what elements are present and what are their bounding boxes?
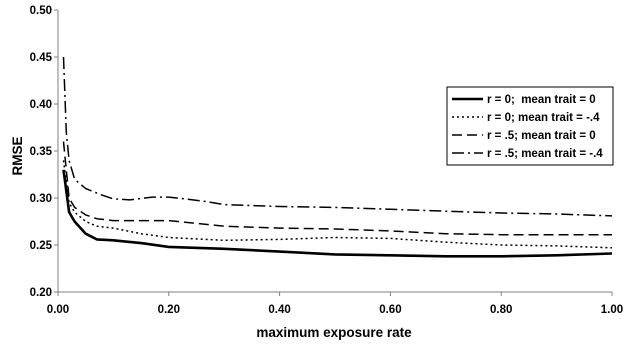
series-line-3 [62, 141, 612, 236]
legend-label-4: r = .5; mean trait = -.4 [487, 148, 603, 160]
chart-axes: 0.20 0.25 0.30 0.35 0.40 0.45 0.50 0.00 0.20 0.40… [30, 5, 624, 316]
y-tick-label: 0.45 [30, 52, 53, 64]
x-tick-label: 0.40 [268, 304, 290, 316]
series-line-4 [62, 56, 613, 217]
y-tick-label: 0.30 [30, 193, 52, 205]
legend-label-3: r = .5; mean trait = 0 [487, 130, 596, 142]
y-tick-label: 0.40 [30, 99, 52, 111]
y-tick-label: 0.50 [30, 5, 52, 17]
x-tick-label: 0.80 [490, 304, 512, 316]
y-tick-label: 0.25 [30, 240, 53, 252]
legend-label-2: r = 0; mean trait = -.4 [487, 112, 600, 124]
legend: r = 0; mean trait = 0 r = 0; mean trait =… [446, 86, 614, 166]
x-axis-title: maximum exposure rate [256, 325, 412, 340]
y-tick-label: 0.20 [30, 287, 52, 299]
series-line-2 [62, 160, 613, 249]
x-tick-label: 0.60 [379, 304, 401, 316]
legend-label-1: r = 0; mean trait = 0 [487, 94, 596, 106]
y-axis-title: RMSE [10, 136, 25, 175]
x-tick-label: 1.00 [601, 304, 623, 316]
series-layer [62, 56, 613, 258]
x-tick-label: 0.20 [158, 304, 180, 316]
y-tick-label: 0.35 [30, 146, 53, 158]
series-line-1 [62, 169, 613, 258]
x-tick-label: 0.00 [47, 304, 69, 316]
